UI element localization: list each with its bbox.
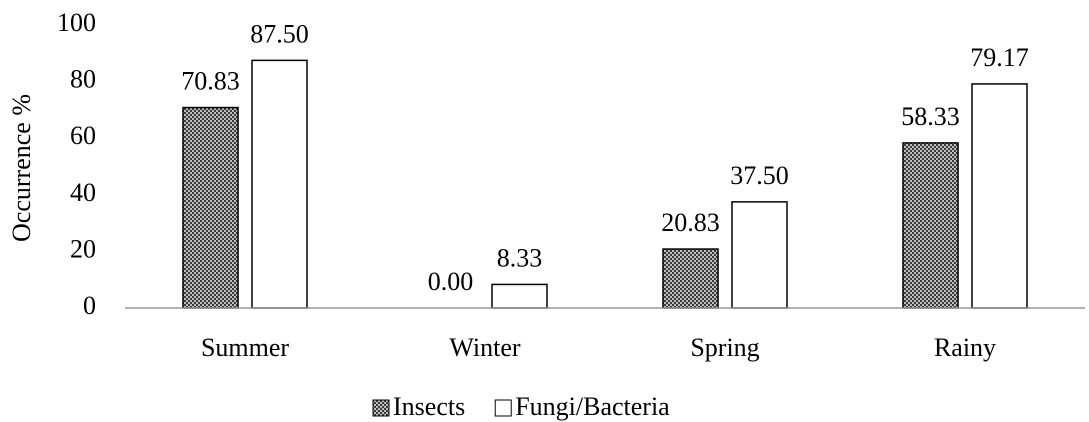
value-label: 0.00: [428, 267, 474, 296]
value-label: 79.17: [970, 43, 1029, 72]
y-tick-label: 80: [70, 65, 96, 94]
value-label: 70.83: [181, 67, 240, 96]
bar: [182, 106, 239, 309]
y-tick-label: 100: [57, 8, 96, 37]
x-tick-label: Spring: [690, 333, 759, 362]
value-label: 8.33: [497, 243, 543, 272]
y-tick-label: 20: [70, 234, 96, 263]
bar: [251, 59, 308, 309]
value-label: 37.50: [730, 161, 789, 190]
legend-label: Insects: [393, 392, 465, 421]
x-tick-label: Rainy: [934, 333, 996, 362]
legend-swatch: [494, 399, 512, 417]
x-tick-label: Winter: [449, 333, 520, 362]
legend-label: Fungi/Bacteria: [515, 392, 670, 421]
value-label: 58.33: [901, 102, 960, 131]
y-tick-label: 0: [83, 291, 96, 320]
bar: [731, 201, 788, 309]
value-label: 20.83: [661, 208, 720, 237]
y-tick-label: 40: [70, 178, 96, 207]
bar: [491, 283, 548, 309]
value-label: 87.50: [250, 19, 309, 48]
x-tick-label: Summer: [201, 333, 289, 362]
y-axis-label: Occurrence %: [7, 94, 36, 242]
legend-swatch: [372, 399, 390, 417]
bar: [971, 83, 1028, 309]
bar: [662, 248, 719, 309]
y-tick-label: 60: [70, 121, 96, 150]
bar: [902, 142, 959, 309]
